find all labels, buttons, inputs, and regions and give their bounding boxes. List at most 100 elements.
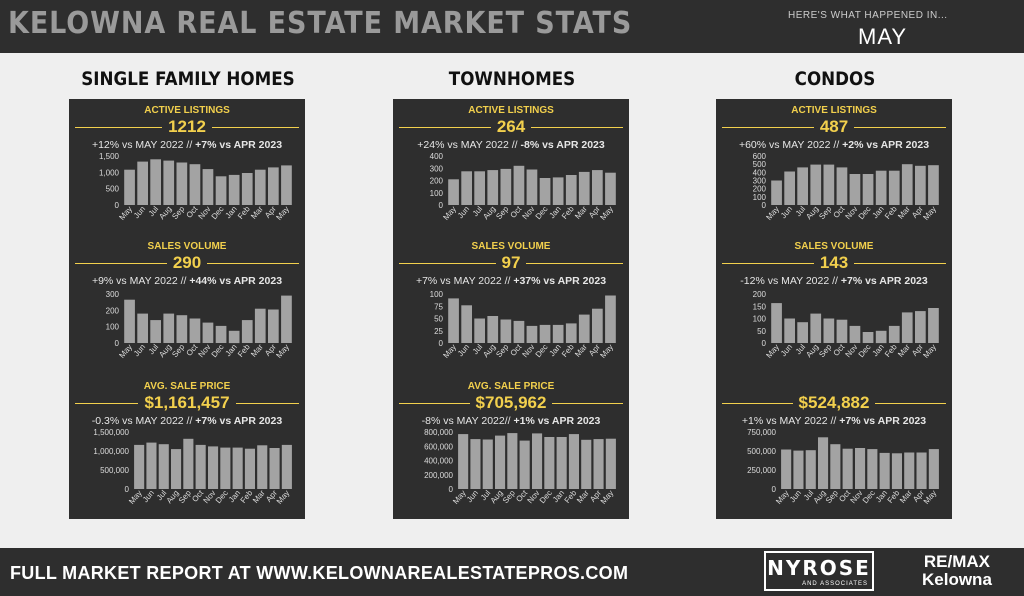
bar — [268, 309, 279, 343]
bar — [781, 449, 792, 489]
x-tick-label: Nov — [520, 205, 536, 222]
bar — [461, 305, 472, 343]
bar — [482, 439, 493, 489]
metric-label: ACTIVE LISTINGS — [144, 105, 230, 116]
y-tick-label: 0 — [449, 485, 454, 494]
bar — [568, 434, 579, 489]
chart-avg-sale-price: 0200,000400,000600,000800,000MayJunJulAu… — [424, 428, 616, 506]
metric-label: ACTIVE LISTINGS — [468, 105, 554, 116]
bar — [532, 433, 543, 489]
x-tick-label: Sep — [170, 342, 186, 359]
bar — [592, 170, 603, 205]
x-tick-label: Aug — [157, 205, 173, 222]
y-tick-label: 100 — [430, 290, 444, 299]
nyrose-logo: NYROSE AND ASSOCIATES — [764, 551, 874, 591]
section-title-condos: CONDOS — [794, 68, 876, 90]
metric-label: SALES VOLUME — [147, 241, 227, 252]
x-tick-label: Dec — [210, 343, 226, 360]
y-tick-label: 150 — [753, 302, 767, 311]
x-tick-label: Feb — [883, 342, 899, 359]
report-link[interactable]: FULL MARKET REPORT AT WWW.KELOWNAREALEST… — [10, 563, 629, 583]
bar — [281, 295, 292, 343]
y-tick-label: 500 — [753, 160, 767, 169]
x-tick-label: Dec — [210, 205, 226, 222]
x-tick-label: Sep — [817, 204, 833, 221]
metric-label: AVG. SALE PRICE — [467, 381, 555, 392]
y-tick-label: 250,000 — [747, 466, 776, 475]
y-tick-label: 400 — [753, 168, 767, 177]
bar — [605, 172, 616, 205]
bar — [257, 445, 268, 489]
bar — [875, 170, 887, 205]
header-bar: KELOWNA REAL ESTATE MARKET STATS HERE'S … — [0, 0, 1024, 53]
x-tick-label: May — [598, 205, 615, 222]
bar — [163, 313, 175, 343]
x-tick-label: Aug — [481, 205, 497, 222]
bar — [495, 435, 506, 489]
bar — [220, 447, 231, 489]
header-subtitle: HERE'S WHAT HAPPENED IN... — [788, 10, 948, 21]
x-tick-label: Jan — [224, 343, 239, 359]
x-tick-label: May — [117, 343, 134, 360]
x-tick-label: Mar — [896, 342, 912, 359]
bar — [771, 303, 782, 343]
x-tick-label: Jan — [871, 343, 886, 359]
bar — [281, 444, 292, 489]
metric-value: 1212 — [69, 117, 305, 137]
metric-label: AVG. SALE PRICE — [143, 381, 231, 392]
y-tick-label: 500,000 — [100, 466, 129, 475]
bar — [605, 295, 616, 343]
bar — [487, 316, 499, 343]
metric-value: 143 — [716, 253, 952, 273]
x-tick-label: Feb — [236, 342, 252, 359]
metric-compare: +12% vs MAY 2022 // +7% vs APR 2023 — [91, 139, 283, 151]
x-tick-label: Dec — [534, 343, 550, 360]
bar — [797, 167, 808, 205]
bar — [146, 442, 157, 489]
y-tick-label: 50 — [434, 315, 443, 324]
bar — [928, 449, 939, 489]
y-tick-label: 0 — [115, 201, 120, 210]
bar — [771, 180, 782, 205]
y-tick-label: 100 — [106, 323, 120, 332]
bar — [487, 170, 499, 205]
bar — [241, 320, 253, 343]
bar — [500, 319, 512, 343]
bar — [513, 320, 525, 343]
x-tick-label: May — [117, 205, 134, 222]
x-tick-label: Mar — [249, 204, 265, 221]
bar — [150, 320, 161, 343]
y-tick-label: 200,000 — [424, 471, 453, 480]
bar — [823, 318, 835, 343]
bar — [202, 322, 214, 343]
metric-value: $524,882 — [716, 393, 952, 413]
bar — [916, 452, 927, 489]
bar — [189, 164, 201, 205]
metric-compare: -12% vs MAY 2022 // +7% vs APR 2023 — [740, 275, 928, 287]
y-tick-label: 400,000 — [424, 457, 453, 466]
y-tick-label: 1,000 — [99, 168, 120, 177]
bar — [544, 437, 555, 489]
y-tick-label: 400 — [430, 152, 444, 161]
bar — [901, 312, 913, 343]
metric-value: 290 — [69, 253, 305, 273]
x-tick-label: May — [599, 489, 616, 506]
x-tick-label: Jun — [132, 343, 147, 359]
bar — [842, 448, 853, 489]
bar — [915, 165, 926, 205]
bar — [176, 315, 188, 343]
bar — [124, 169, 135, 205]
bar — [784, 171, 795, 205]
x-tick-label: Sep — [817, 342, 833, 359]
bar — [124, 299, 135, 343]
bar — [171, 449, 182, 489]
y-tick-label: 300 — [430, 164, 444, 173]
bar — [150, 159, 161, 205]
bar — [901, 164, 913, 205]
x-tick-label: May — [921, 205, 938, 222]
bar — [830, 444, 841, 489]
remax-logo: RE/MAX Kelowna — [922, 552, 992, 589]
x-tick-label: May — [764, 343, 781, 360]
bar — [254, 169, 266, 205]
